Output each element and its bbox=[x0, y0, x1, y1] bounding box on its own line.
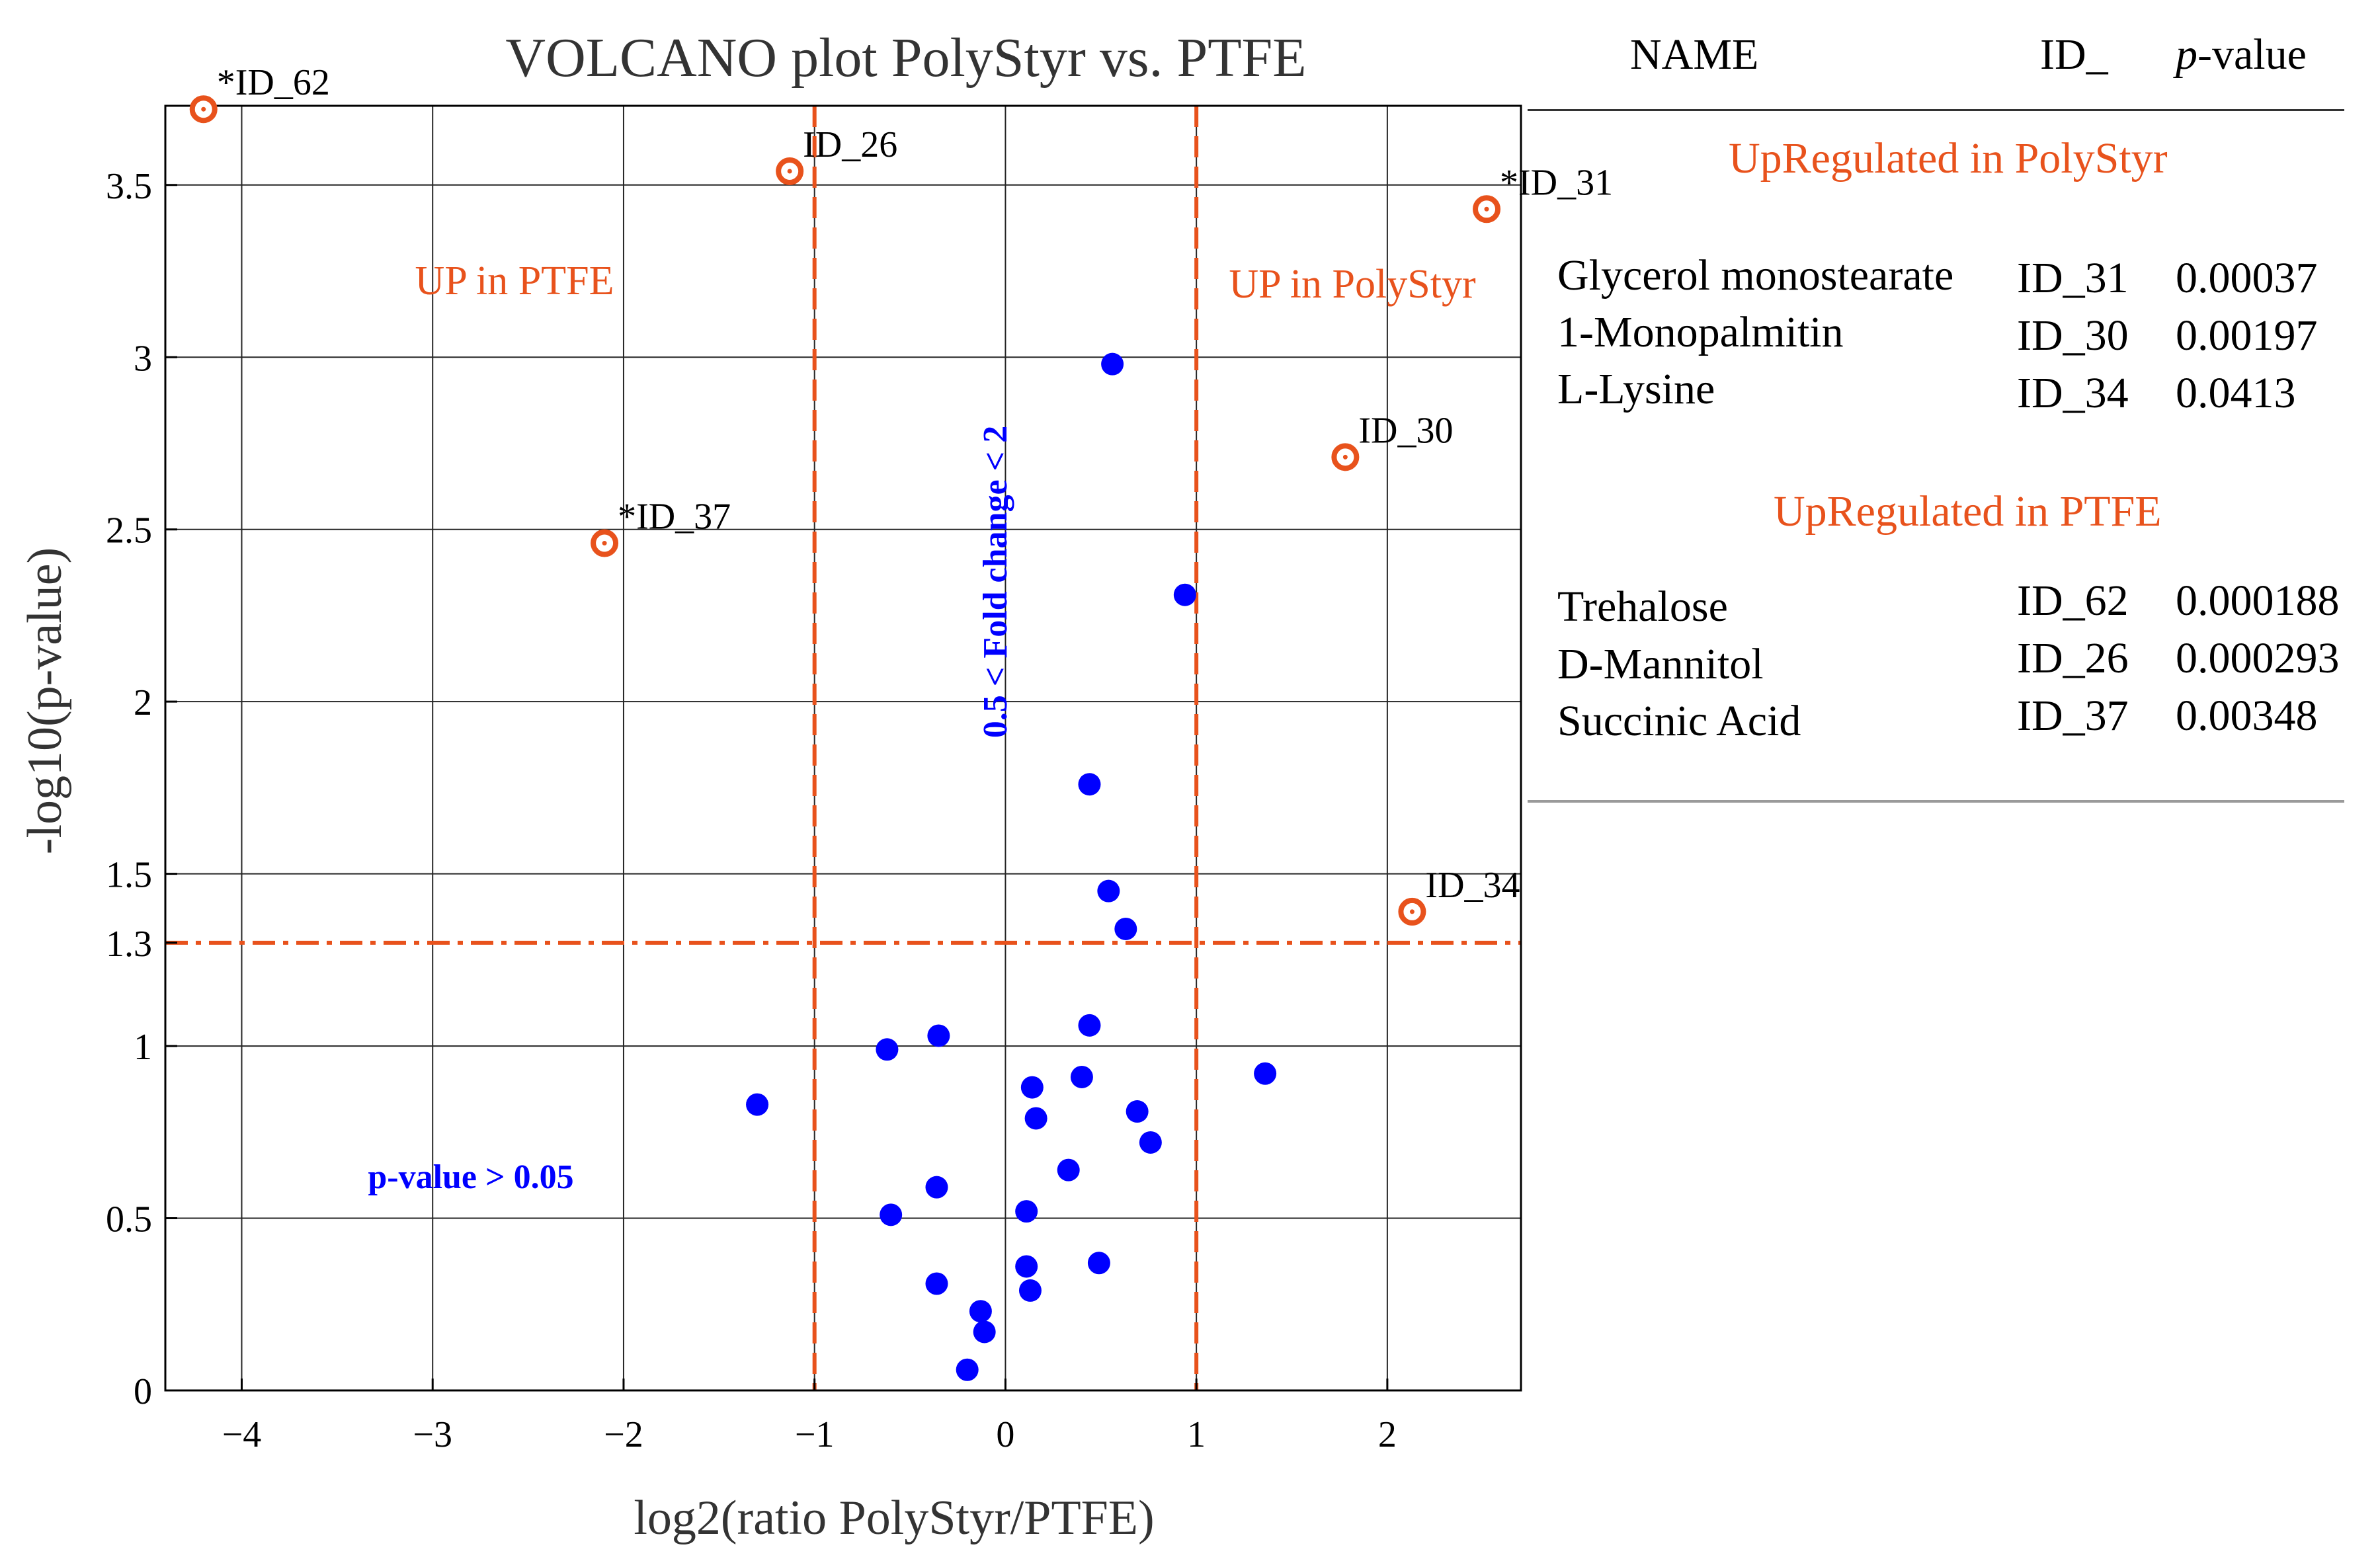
data-point bbox=[1126, 1100, 1149, 1123]
point-label: *ID_62 bbox=[217, 62, 330, 103]
table-top-rule bbox=[1528, 109, 2344, 111]
point-label: *ID_31 bbox=[1500, 162, 1613, 203]
x-tick-label: 0 bbox=[996, 1414, 1014, 1455]
data-point bbox=[1070, 1065, 1093, 1088]
point-label: *ID_37 bbox=[618, 497, 731, 538]
y-tick-label: 1.3 bbox=[106, 924, 152, 965]
axis-ticks: −4 −3 −2 −1 0 1 2 0 0.5 1 1.3 1.5 2 2.5 3 3.5 bbox=[106, 166, 1397, 1455]
highlighted-point-center bbox=[1342, 454, 1348, 460]
data-point bbox=[1015, 1255, 1038, 1278]
data-point bbox=[1024, 1107, 1047, 1130]
row-name: L-Lysine bbox=[1557, 365, 1715, 413]
highlighted-point-center bbox=[787, 169, 792, 174]
data-point bbox=[1078, 1014, 1101, 1037]
data-point bbox=[880, 1203, 903, 1226]
row-pvalue: 0.00197 bbox=[2176, 311, 2318, 360]
data-point bbox=[876, 1038, 899, 1061]
data-point bbox=[1101, 352, 1124, 376]
y-tick-label: 0.5 bbox=[106, 1199, 152, 1240]
row-name: Succinic Acid bbox=[1557, 697, 1801, 745]
row-pvalue: 0.000293 bbox=[2176, 634, 2340, 682]
data-points: *ID_62 ID_26 *ID_31 ID_30 *ID_37 ID_34 bbox=[189, 62, 1613, 1381]
row-id: ID_62 bbox=[2017, 577, 2129, 625]
highlighted-point-center bbox=[1409, 909, 1415, 914]
x-axis-label: log2(ratio PolyStyr/PTFE) bbox=[634, 1491, 1154, 1545]
point-label: ID_30 bbox=[1358, 410, 1453, 451]
chart-title: VOLCANO plot PolyStyr vs. PTFE bbox=[505, 27, 1306, 89]
data-point bbox=[1057, 1158, 1080, 1182]
row-id: ID_30 bbox=[2017, 311, 2129, 360]
highlighted-point-center bbox=[602, 541, 607, 546]
row-id: ID_37 bbox=[2017, 692, 2129, 740]
data-point bbox=[925, 1176, 948, 1199]
data-point bbox=[1015, 1200, 1038, 1223]
point-label: ID_26 bbox=[803, 124, 897, 165]
row-name: Glycerol monostearate bbox=[1557, 251, 1954, 300]
y-tick-label: 0 bbox=[134, 1371, 152, 1412]
data-point bbox=[1097, 879, 1120, 902]
pvalue-rest: -value bbox=[2197, 30, 2307, 79]
y-tick-label: 2.5 bbox=[106, 510, 152, 551]
annotation-up-ptfe: UP in PTFE bbox=[415, 259, 614, 303]
row-name: 1-Monopalmitin bbox=[1557, 308, 1844, 356]
y-axis-label: -log10(p-value) bbox=[18, 547, 72, 854]
data-point bbox=[1173, 583, 1196, 606]
data-point bbox=[969, 1300, 992, 1323]
annotation-fold-change: 0.5 < Fold change < 2 bbox=[977, 426, 1014, 738]
x-tick-label: −1 bbox=[795, 1414, 835, 1455]
y-tick-label: 3 bbox=[134, 338, 152, 379]
y-tick-label: 1.5 bbox=[106, 855, 152, 896]
row-id: ID_31 bbox=[2017, 254, 2129, 302]
row-pvalue: 0.000188 bbox=[2176, 577, 2340, 625]
y-tick-label: 1 bbox=[134, 1027, 152, 1068]
threshold-lines bbox=[165, 106, 1521, 1390]
highlighted-point-center bbox=[1484, 206, 1489, 212]
data-point bbox=[1087, 1252, 1110, 1275]
data-point bbox=[1020, 1076, 1044, 1099]
data-point bbox=[1114, 917, 1137, 940]
row-pvalue: 0.0413 bbox=[2176, 369, 2296, 417]
y-tick-label: 3.5 bbox=[106, 166, 152, 207]
row-id: ID_34 bbox=[2017, 369, 2129, 417]
table-header-pvalue: p-value bbox=[2176, 33, 2307, 77]
data-point bbox=[927, 1024, 950, 1047]
axes-box bbox=[164, 104, 1522, 1392]
x-tick-label: −3 bbox=[413, 1414, 452, 1455]
table-header-name: NAME bbox=[1630, 30, 1759, 79]
data-point bbox=[1139, 1131, 1162, 1154]
x-tick-label: 1 bbox=[1187, 1414, 1206, 1455]
table-header-id: ID_ bbox=[2040, 30, 2108, 79]
data-point bbox=[956, 1358, 979, 1381]
data-point bbox=[925, 1272, 948, 1295]
annotation-up-polystyr: UP in PolyStyr bbox=[1229, 262, 1476, 307]
table-bottom-rule bbox=[1528, 800, 2344, 803]
row-pvalue: 0.00037 bbox=[2176, 254, 2318, 302]
data-point bbox=[1078, 773, 1101, 796]
y-tick-label: 2 bbox=[134, 682, 152, 723]
pvalue-italic: p bbox=[2176, 30, 2197, 79]
row-pvalue: 0.00348 bbox=[2176, 692, 2318, 740]
x-tick-label: −2 bbox=[604, 1414, 643, 1455]
highlighted-point-center bbox=[201, 106, 206, 112]
point-label: ID_34 bbox=[1425, 865, 1520, 906]
group-title-ptfe: UpRegulated in PTFE bbox=[1774, 487, 2162, 536]
row-id: ID_26 bbox=[2017, 634, 2129, 682]
data-point bbox=[973, 1320, 996, 1343]
data-point bbox=[1254, 1062, 1277, 1085]
data-point bbox=[1018, 1279, 1042, 1302]
group-title-polystyr: UpRegulated in PolyStyr bbox=[1729, 134, 2168, 182]
row-name: D-Mannitol bbox=[1557, 640, 1764, 688]
x-tick-label: 2 bbox=[1378, 1414, 1397, 1455]
data-point bbox=[746, 1093, 769, 1116]
x-tick-label: −4 bbox=[222, 1414, 262, 1455]
row-name: Trehalose bbox=[1557, 582, 1728, 631]
annotation-p-value: p-value > 0.05 bbox=[368, 1158, 573, 1196]
